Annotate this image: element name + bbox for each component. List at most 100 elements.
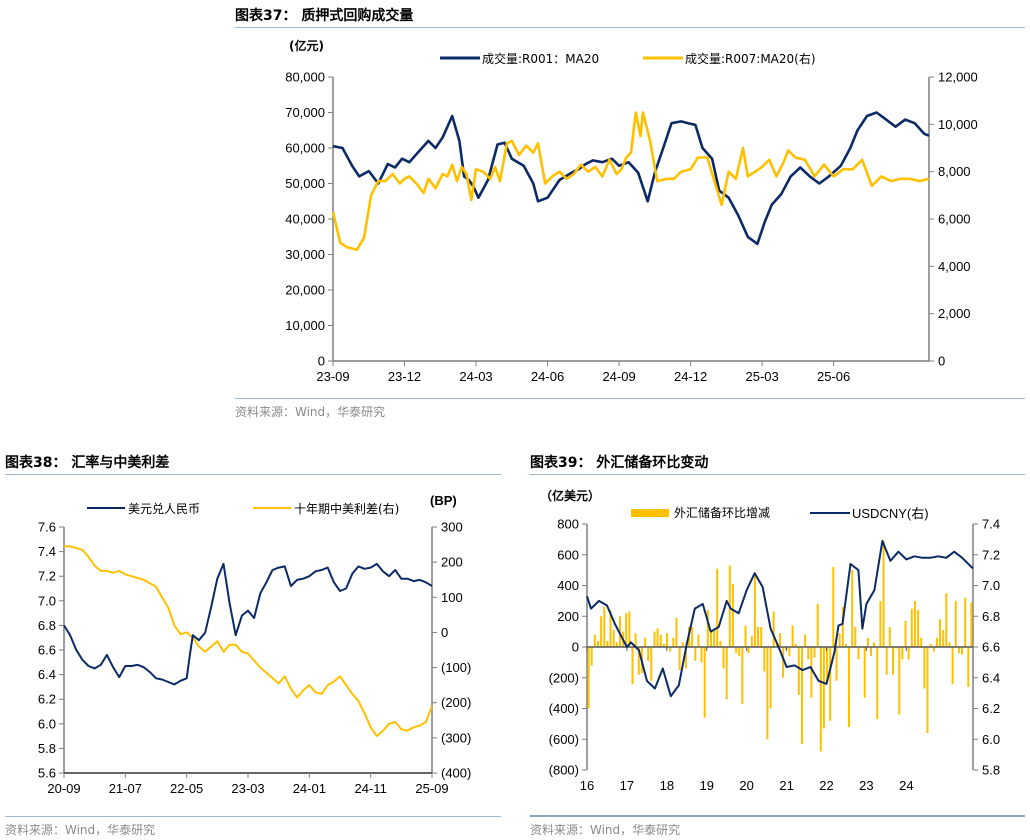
- x-axis-tick-label: 24: [899, 778, 913, 793]
- fx-reserve-change-bar: [659, 634, 662, 647]
- fx-reserve-change-bar: [647, 647, 650, 661]
- x-axis-tick-label: 21-07: [109, 781, 142, 796]
- figure-38-title-rule: [5, 474, 501, 475]
- fx-reserve-change-bar: [888, 627, 891, 647]
- left-axis-tick-label: 6.6: [38, 643, 56, 658]
- left-axis-tick-label: (800): [549, 763, 579, 778]
- left-axis-tick-label: 0: [572, 640, 579, 655]
- fx-reserve-change-bar: [791, 625, 794, 647]
- legend-label-usdcny: 美元兑人民币: [128, 502, 200, 516]
- x-axis-tick-label: 24-06: [531, 369, 564, 384]
- fx-reserve-change-bar: [829, 647, 832, 721]
- fx-reserve-change-bar: [697, 634, 700, 647]
- fx-reserve-change-bar: [870, 647, 872, 657]
- fx-reserve-change-bar: [669, 647, 672, 652]
- left-axis-tick-label: 7.4: [38, 544, 56, 559]
- fx-reserve-change-bar: [675, 617, 678, 647]
- figure-38-source: 资料来源：Wind，华泰研究: [5, 823, 156, 837]
- fx-reserve-change-bar: [757, 627, 759, 647]
- fx-reserve-change-bar: [854, 627, 857, 647]
- figure-39-source-rule: [530, 815, 1025, 817]
- fx-reserve-change-bar: [597, 640, 599, 647]
- fx-reserve-change-bar: [722, 647, 725, 669]
- left-axis-tick-label: 80,000: [285, 70, 325, 85]
- fx-reserve-change-bar: [631, 647, 634, 684]
- left-axis-tick-label: 5.8: [38, 741, 56, 756]
- fx-reserve-change-bar: [826, 647, 829, 681]
- fx-reserve-change-bar: [744, 625, 747, 647]
- fx-reserve-change-bar: [961, 647, 963, 655]
- right-axis-tick-label: 12,000: [938, 70, 978, 85]
- left-axis-tick-label: 600: [557, 547, 579, 562]
- fx-reserve-change-bar: [967, 647, 970, 687]
- fx-reserve-change-bar: [713, 630, 716, 647]
- fx-reserve-change-bar: [926, 647, 929, 734]
- fx-reserve-change-bar: [653, 631, 656, 647]
- fx-reserve-change-bar: [885, 647, 888, 675]
- left-axis-tick-label: 60,000: [285, 141, 325, 156]
- fx-reserve-change-bar: [587, 647, 590, 709]
- fx-reserve-change-bar: [913, 600, 916, 647]
- x-axis-tick-label: 17: [620, 778, 634, 793]
- x-axis-tick-label: 25-09: [415, 781, 448, 796]
- x-axis-tick-label: 22: [819, 778, 833, 793]
- fx-reserve-change-bar: [951, 647, 954, 684]
- fx-reserve-change-bar: [782, 647, 785, 678]
- figure-37-title: 图表37： 质押式回购成交量: [235, 8, 414, 24]
- fx-reserve-change-bar: [625, 613, 628, 647]
- left-axis-tick-label: 6.2: [38, 692, 56, 707]
- x-axis-tick-label: 20-09: [47, 781, 80, 796]
- fx-reserve-change-bar: [637, 647, 640, 675]
- fx-reserve-change-bar: [590, 647, 593, 666]
- x-axis-tick-label: 24-11: [355, 781, 387, 796]
- legend-label-fx-reserve: 外汇储备环比增减: [674, 505, 770, 520]
- fx-reserve-change-bar: [716, 568, 719, 647]
- fx-reserve-change-bar: [935, 637, 938, 647]
- left-axis-tick-label: 40,000: [285, 212, 325, 227]
- x-axis-tick-label: 24-01: [293, 781, 326, 796]
- legend-label-usdcny: USDCNY(右): [852, 506, 929, 521]
- fx-reserve-change-bar: [738, 647, 741, 657]
- fx-reserve-change-bar: [851, 570, 854, 647]
- fx-reserve-change-bar: [970, 602, 973, 647]
- fx-reserve-change-bar: [857, 647, 860, 660]
- right-axis-tick-label: 7.4: [982, 517, 1000, 532]
- legend-label-spread: 十年期中美利差(右): [294, 501, 399, 516]
- fx-reserve-change-bar: [772, 611, 775, 647]
- series-usdcny-line: [63, 562, 433, 686]
- fx-reserve-change-bar: [612, 630, 615, 647]
- fx-reserve-change-bar: [848, 647, 850, 727]
- fx-reserve-change-bar: [863, 647, 866, 698]
- fx-reserve-change-bar: [904, 620, 907, 647]
- right-axis-tick-label: (100): [441, 660, 471, 675]
- fx-reserve-change-bar: [710, 630, 712, 647]
- left-axis-tick-label: (600): [549, 732, 579, 747]
- figure-37-chart: 0 10,000 20,000 30,000 40,000 50,000 60,000 70,…: [285, 38, 978, 384]
- fx-reserve-change-bar: [929, 643, 932, 647]
- figure-39-title: 图表39： 外汇储备环比变动: [530, 455, 709, 471]
- left-axis-tick-label: 7.2: [38, 569, 56, 584]
- fx-reserve-change-bar: [892, 647, 894, 675]
- fx-reserve-change-bar: [907, 647, 910, 660]
- x-axis-tick-label: 24-03: [459, 369, 492, 384]
- fx-reserve-change-bar: [691, 627, 694, 647]
- left-axis-tick-label: 6.0: [38, 716, 56, 731]
- left-axis-unit-label: （亿美元）: [540, 488, 600, 503]
- x-axis-tick-label: 25-03: [745, 369, 778, 384]
- fx-reserve-change-bar: [634, 633, 637, 647]
- fx-reserve-change-bar: [600, 616, 603, 648]
- left-axis-tick-label: 70,000: [285, 105, 325, 120]
- left-axis-tick-label: 800: [557, 517, 579, 532]
- right-axis-tick-label: 0: [441, 625, 448, 640]
- fx-reserve-change-bar: [666, 633, 668, 647]
- figure-37-source-rule: [235, 398, 1025, 399]
- left-axis-tick-label: 6.4: [38, 667, 56, 682]
- x-axis-tick-label: 16: [580, 778, 594, 793]
- fx-reserve-change-bar: [644, 637, 647, 647]
- right-axis-tick-label: (200): [441, 695, 471, 710]
- fx-reserve-change-bar: [735, 647, 738, 654]
- fx-reserve-change-bar: [766, 647, 769, 740]
- right-axis-tick-label: 6.8: [982, 609, 1000, 624]
- fx-reserve-change-bar: [945, 593, 948, 647]
